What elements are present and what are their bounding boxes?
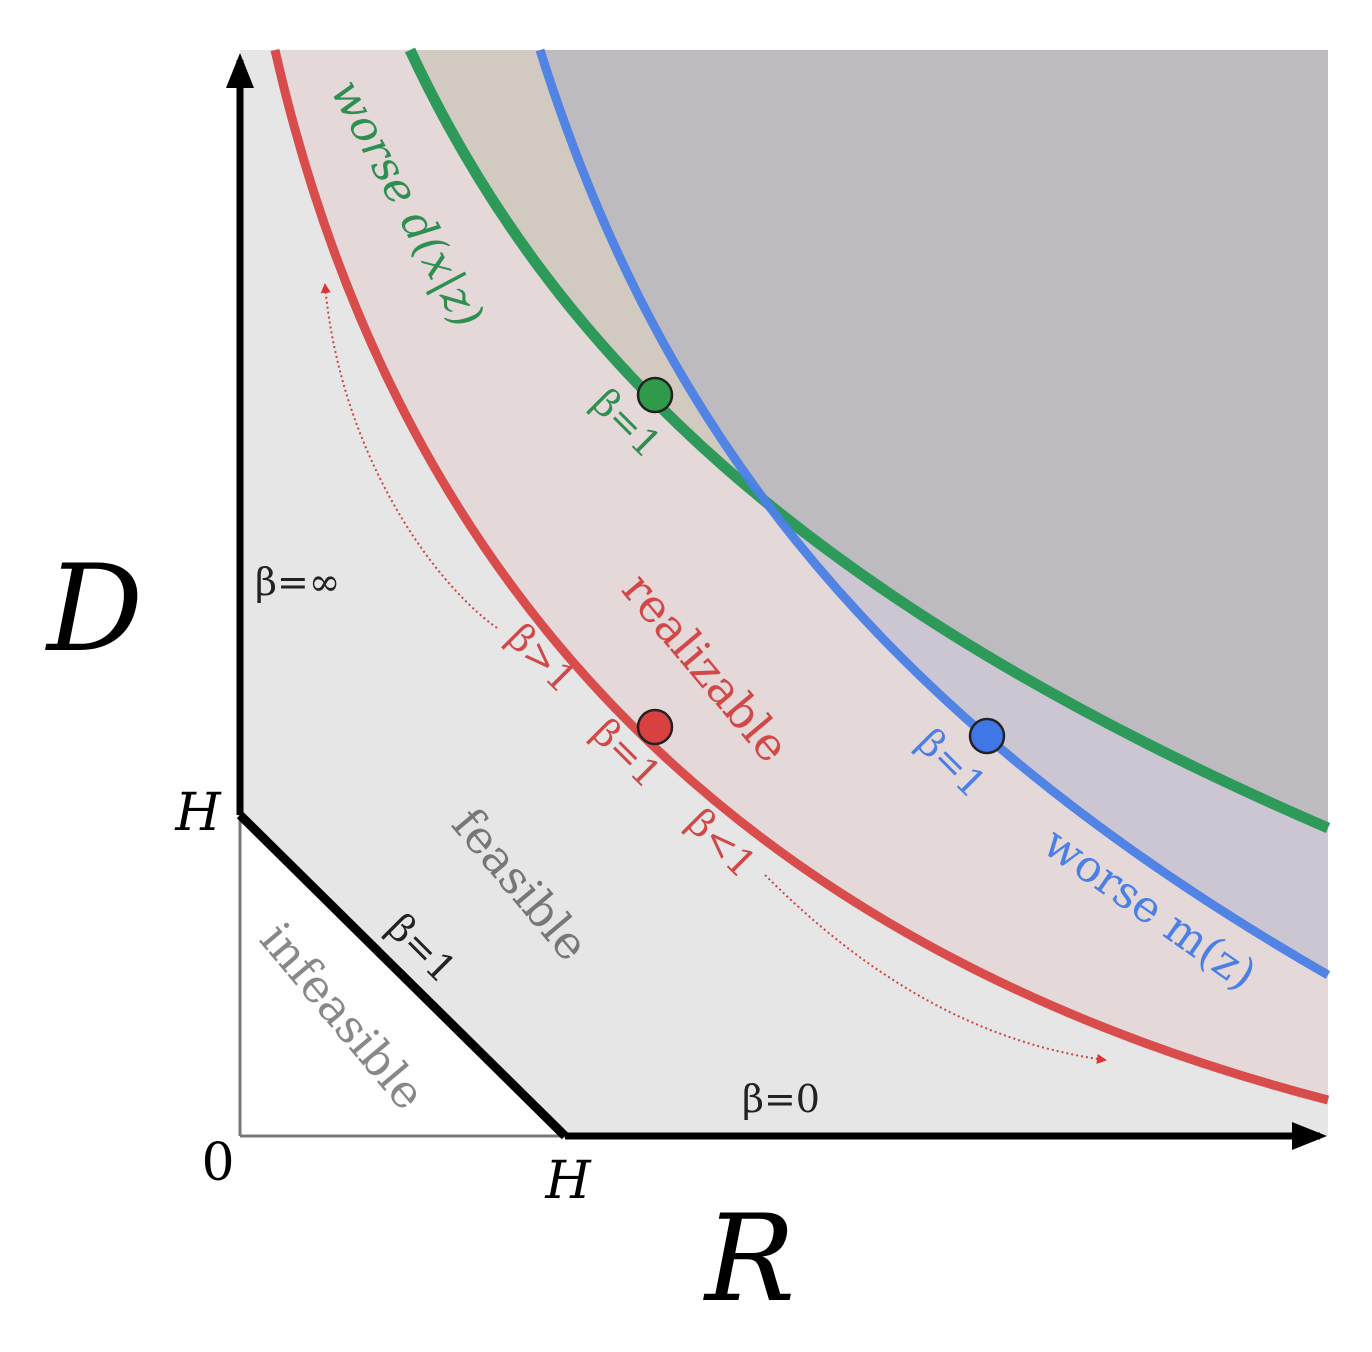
realizable-region bbox=[275, 50, 1328, 1100]
green-curve bbox=[405, 47, 1331, 834]
y-h-label: H bbox=[174, 783, 222, 843]
worse-m-region bbox=[540, 50, 1328, 975]
blue-curve bbox=[535, 48, 1331, 979]
arrow-up bbox=[320, 283, 498, 629]
arrow-down bbox=[764, 874, 1107, 1064]
x-label: R bbox=[703, 1190, 795, 1329]
x-h-label: H bbox=[544, 1151, 592, 1211]
beta-label: β=∞ bbox=[255, 560, 340, 604]
beta-label: β=0 bbox=[742, 1077, 820, 1121]
point-red bbox=[636, 708, 674, 746]
point-green bbox=[636, 376, 674, 414]
point-blue bbox=[968, 717, 1006, 755]
red-curve bbox=[270, 49, 1330, 1105]
worse-d-region bbox=[410, 50, 1328, 828]
feasible-region bbox=[240, 50, 1328, 1136]
bound-line bbox=[236, 811, 569, 1140]
origin-label: 0 bbox=[201, 1133, 234, 1193]
y-label: D bbox=[45, 540, 143, 679]
